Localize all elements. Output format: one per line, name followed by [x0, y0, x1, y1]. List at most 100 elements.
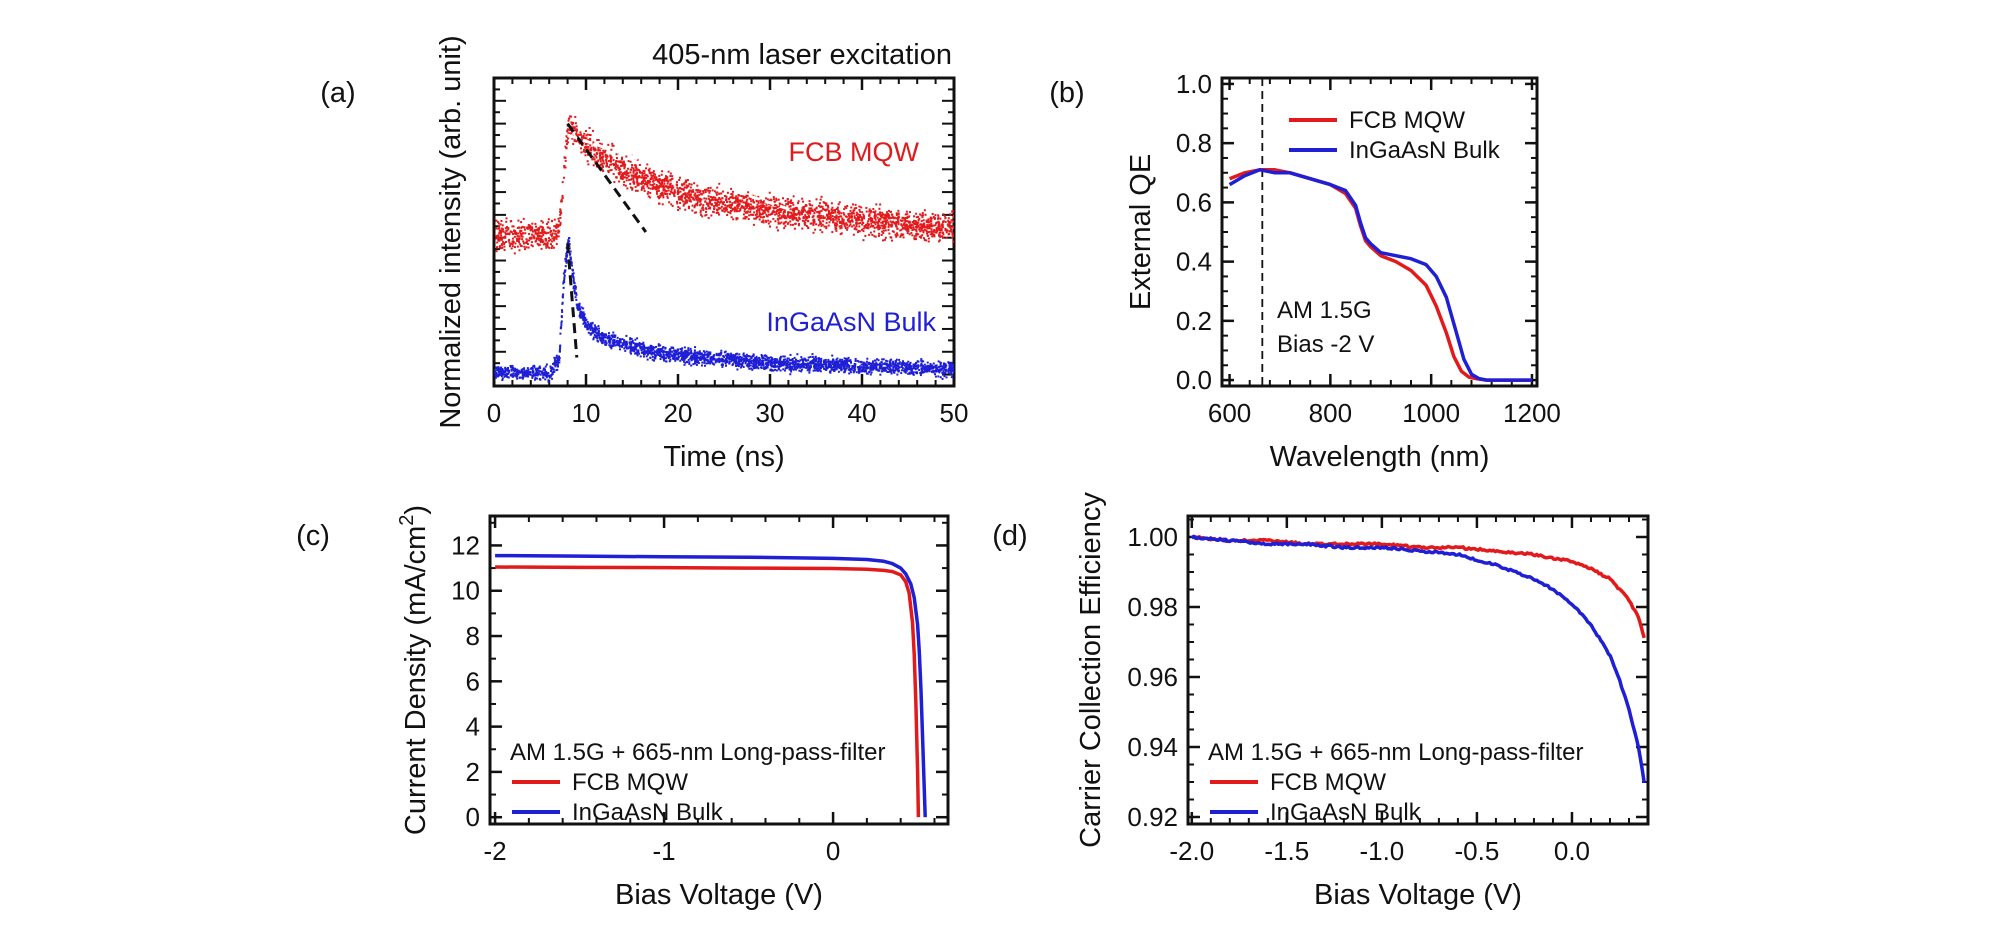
data-point — [662, 194, 665, 197]
data-point — [793, 211, 796, 214]
data-point — [713, 190, 716, 193]
data-point — [684, 181, 687, 184]
data-point — [890, 239, 893, 242]
data-point — [886, 219, 889, 222]
data-point — [593, 334, 596, 337]
data-point — [540, 219, 543, 222]
data-point — [860, 206, 863, 209]
data-point — [498, 227, 501, 230]
data-point — [506, 229, 509, 232]
data-point — [674, 359, 677, 362]
data-point — [613, 181, 616, 184]
data-point — [857, 229, 860, 232]
data-point — [610, 160, 613, 163]
data-point — [517, 235, 520, 238]
data-point — [577, 306, 580, 309]
data-point — [804, 358, 807, 361]
data-point — [646, 174, 649, 177]
data-point — [697, 362, 700, 365]
data-point — [676, 202, 679, 205]
data-point — [941, 225, 944, 228]
data-point — [801, 219, 804, 222]
data-point — [505, 369, 508, 372]
data-point — [636, 181, 639, 184]
data-point — [700, 192, 703, 195]
data-point — [715, 198, 718, 201]
data-point — [814, 228, 817, 231]
data-point — [642, 182, 645, 185]
data-point — [545, 376, 548, 379]
data-point — [858, 214, 861, 217]
data-point — [780, 215, 783, 218]
data-point — [769, 206, 772, 209]
data-point — [658, 182, 661, 185]
data-point — [893, 371, 896, 374]
data-point — [690, 193, 693, 196]
data-point — [821, 231, 824, 234]
data-point — [725, 198, 728, 201]
data-point — [878, 220, 881, 223]
data-point — [772, 196, 775, 199]
data-point — [601, 165, 604, 168]
data-point — [922, 364, 925, 367]
data-point — [802, 200, 805, 203]
data-point — [557, 235, 560, 238]
data-point — [641, 171, 644, 174]
data-point — [660, 173, 663, 176]
data-point — [837, 218, 840, 221]
data-point — [726, 213, 729, 216]
data-point — [667, 186, 670, 189]
data-point — [700, 352, 703, 355]
data-point — [932, 215, 935, 218]
data-point — [748, 207, 751, 210]
data-point — [688, 361, 691, 364]
data-point — [937, 221, 940, 224]
data-point — [592, 338, 595, 341]
data-point — [638, 175, 641, 178]
data-point — [878, 212, 881, 215]
data-point — [930, 233, 933, 236]
data-point — [872, 208, 875, 211]
data-point — [659, 354, 662, 357]
data-point — [765, 215, 768, 218]
data-point — [528, 232, 531, 235]
data-point — [923, 363, 926, 366]
data-point — [872, 360, 875, 363]
data-point — [844, 222, 847, 225]
data-point — [760, 208, 763, 211]
data-point — [699, 209, 702, 212]
data-point — [573, 140, 576, 143]
data-point — [827, 213, 830, 216]
data-point — [869, 373, 872, 376]
data-point — [677, 353, 680, 356]
data-point — [800, 368, 803, 371]
data-point — [644, 174, 647, 177]
data-point — [918, 217, 921, 220]
data-point — [797, 364, 800, 367]
y-axis-label-text: Normalized intensity (arb. unit) — [435, 35, 467, 428]
data-point — [827, 211, 830, 214]
data-point — [546, 226, 549, 229]
data-point — [770, 362, 773, 365]
data-point — [616, 165, 619, 168]
data-point — [944, 371, 947, 374]
data-point — [915, 372, 918, 375]
data-point — [880, 361, 883, 364]
data-point — [897, 220, 900, 223]
data-point — [803, 220, 806, 223]
data-point — [725, 208, 728, 211]
data-point — [737, 204, 740, 207]
data-point — [943, 362, 946, 365]
data-point — [516, 377, 519, 380]
data-point — [874, 218, 877, 221]
data-point — [696, 196, 699, 199]
data-point — [907, 221, 910, 224]
data-point — [536, 242, 539, 245]
data-point — [693, 182, 696, 185]
data-point — [658, 197, 661, 200]
data-point — [507, 376, 510, 379]
data-point — [667, 170, 670, 173]
data-point — [586, 160, 589, 163]
data-point — [631, 188, 634, 191]
data-point — [600, 334, 603, 337]
